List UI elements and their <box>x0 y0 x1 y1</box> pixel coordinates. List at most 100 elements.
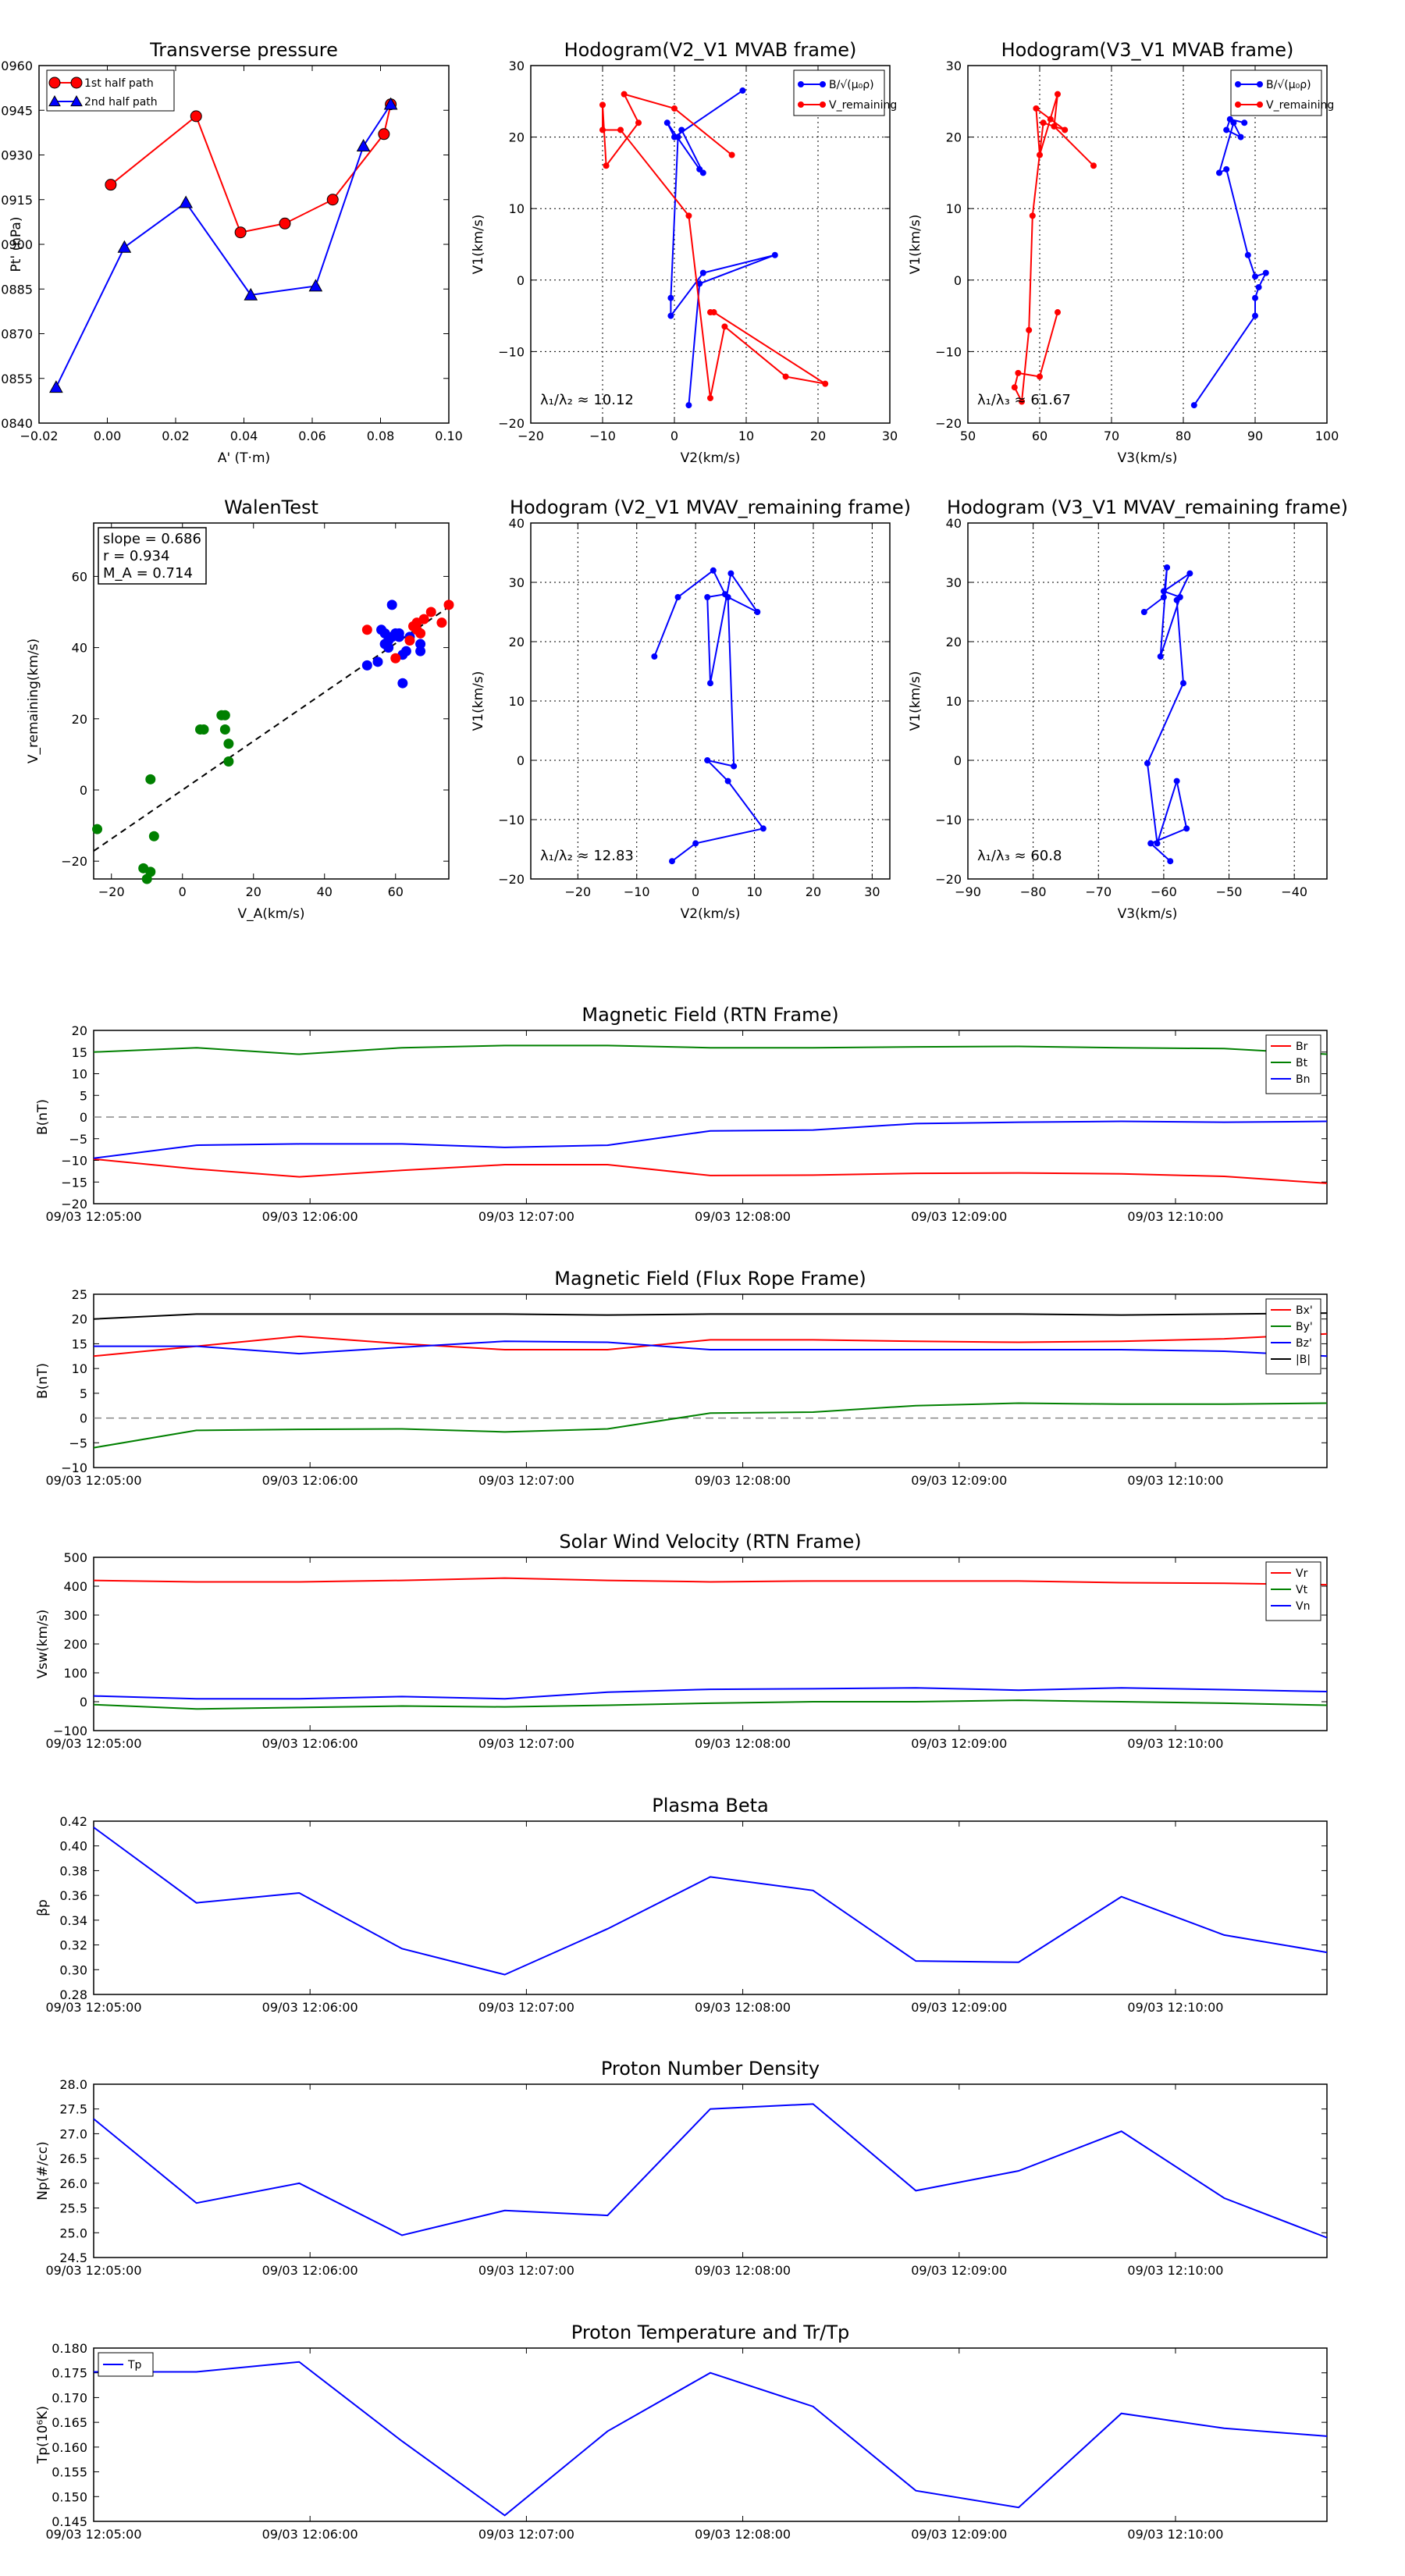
panel-hodo_v3v1_mvav: −90 −80 −70 −60 −50 −40 −20 −10 0 10 20 30 40Hodogra… <box>908 496 1348 922</box>
x-tick-label: −90 <box>955 884 981 899</box>
axes-frame <box>93 2083 1328 2258</box>
x-tick-label: 09/03 12:07:00 <box>478 1473 574 1488</box>
data-point <box>219 710 230 720</box>
data-point <box>1147 840 1154 847</box>
stats-line: slope = 0.686 <box>103 531 201 547</box>
y-tick-label: 300 <box>63 1608 87 1623</box>
data-point <box>674 133 681 141</box>
eigenvalue-ratio: λ₁/λ₃ ≈ 60.8 <box>977 848 1062 864</box>
y-tick-label: −10 <box>498 813 525 827</box>
data-point <box>361 660 372 671</box>
y-tick-label: −20 <box>498 872 525 887</box>
y-tick-label: 0.0900 <box>0 237 33 252</box>
axes-frame <box>530 65 891 424</box>
series-line <box>55 104 392 388</box>
legend-marker <box>820 101 826 108</box>
data-point <box>635 119 642 126</box>
series-line <box>93 1120 1328 1159</box>
y-axis-label: Tp(10⁶K) <box>35 2406 51 2464</box>
y-tick-label: 0.180 <box>52 2341 87 2356</box>
data-point <box>771 251 778 258</box>
data-point <box>117 240 132 253</box>
x-tick-label: 09/03 12:06:00 <box>262 1209 358 1224</box>
x-tick-label: −10 <box>589 429 616 443</box>
x-tick-label: 09/03 12:08:00 <box>695 2000 791 2015</box>
legend-label: Bx' <box>1296 1304 1313 1317</box>
data-point <box>667 312 674 319</box>
data-point <box>1140 609 1147 615</box>
chart-title: Hodogram (V2_V1 MVAV_remaining frame) <box>510 496 911 518</box>
chart-title: Magnetic Field (Flux Rope Frame) <box>554 1268 866 1290</box>
y-tick-label: 0.170 <box>52 2390 87 2405</box>
x-tick-label: −60 <box>1151 884 1177 899</box>
y-tick-label: 20 <box>72 1023 87 1038</box>
x-tick-label: −80 <box>1020 884 1047 899</box>
stats-line: M_A = 0.714 <box>103 565 193 582</box>
legend-label: Vr <box>1296 1567 1308 1580</box>
x-tick-label: −0.02 <box>20 429 58 443</box>
series-line <box>93 1827 1328 1976</box>
data-point <box>219 724 230 735</box>
y-tick-label: 0.38 <box>59 1863 87 1878</box>
series-line <box>666 90 776 406</box>
data-point <box>1157 653 1164 660</box>
data-point <box>603 162 610 169</box>
data-point <box>361 624 372 635</box>
y-axis-label: V1(km/s) <box>908 215 923 275</box>
y-tick-label: 60 <box>72 569 87 584</box>
data-point <box>599 126 606 133</box>
data-point <box>397 678 408 688</box>
legend-box <box>793 69 885 116</box>
data-point <box>1051 123 1058 130</box>
data-point <box>49 380 63 393</box>
x-tick-label: 40 <box>317 884 333 899</box>
x-tick-label: 60 <box>388 884 404 899</box>
legend-box <box>1230 69 1322 116</box>
data-point <box>390 653 401 664</box>
x-tick-label: 09/03 12:05:00 <box>45 1736 141 1751</box>
legend-label: By' <box>1296 1321 1313 1333</box>
data-point <box>418 614 429 624</box>
data-point <box>617 126 624 133</box>
y-tick-label: 100 <box>63 1666 87 1681</box>
y-tick-label: 0.155 <box>52 2465 87 2480</box>
x-axis-label: V2(km/s) <box>681 450 741 466</box>
y-tick-label: 40 <box>946 516 962 531</box>
stats-line: r = 0.934 <box>103 548 169 564</box>
data-point <box>1230 119 1237 126</box>
x-tick-label: 20 <box>810 429 826 443</box>
legend-label: Bn <box>1296 1073 1310 1086</box>
y-tick-label: 0 <box>954 273 962 288</box>
series-line <box>93 1687 1328 1700</box>
data-point <box>707 680 713 687</box>
y-tick-label: 28.0 <box>59 2077 87 2092</box>
y-tick-label: 0 <box>80 1695 87 1710</box>
legend: B/√(μ₀ρ) V_remaining <box>793 69 897 116</box>
legend: B/√(μ₀ρ) V_remaining <box>1230 69 1334 116</box>
legend-label: Bt <box>1296 1057 1308 1069</box>
axes-frame <box>967 522 1328 880</box>
y-tick-label: −10 <box>935 813 962 827</box>
panel-vel_rtn: 09/03 12:05:00 09/03 12:06:00 09/03 12:07:… <box>35 1531 1328 1751</box>
data-point <box>1154 840 1161 847</box>
series-line <box>93 1044 1328 1055</box>
y-tick-label: 0.175 <box>52 2366 87 2381</box>
data-point <box>621 91 628 98</box>
data-point <box>443 600 454 610</box>
data-point <box>1062 126 1069 133</box>
x-tick-label: 70 <box>1104 429 1119 443</box>
data-point <box>1183 825 1190 832</box>
data-point <box>1252 294 1258 301</box>
y-tick-label: 15 <box>72 1336 87 1351</box>
data-point <box>1252 273 1258 280</box>
data-point <box>1180 680 1186 687</box>
y-tick-label: 0.0840 <box>0 416 33 431</box>
x-tick-label: 09/03 12:08:00 <box>695 1209 791 1224</box>
data-point <box>754 609 761 615</box>
x-tick-label: 0.10 <box>435 429 463 443</box>
series-line <box>1013 94 1094 405</box>
data-point <box>404 635 415 646</box>
x-tick-label: 09/03 12:10:00 <box>1127 1209 1223 1224</box>
y-tick-label: 0 <box>517 273 525 288</box>
legend-box <box>1265 1298 1321 1375</box>
